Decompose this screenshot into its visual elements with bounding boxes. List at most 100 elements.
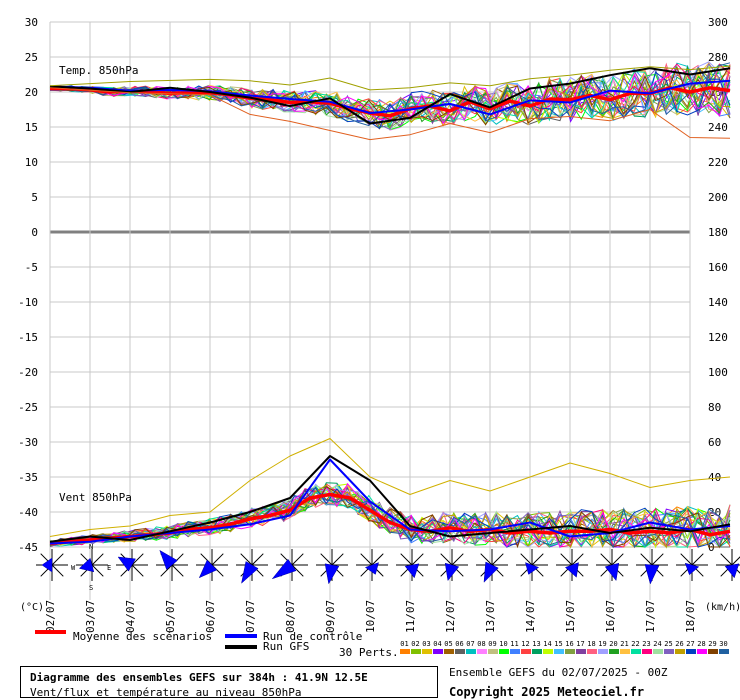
rose-spoke [291,564,304,577]
pert-swatch-color [663,649,674,654]
pert-swatch-number: 22 [631,640,640,648]
rose-spoke [131,553,144,566]
pert-swatch: 15 [553,640,564,654]
pert-swatch-number: 14 [543,640,552,648]
wind-rose [476,549,508,583]
left-tick-label: 0 [31,226,38,239]
rose-flux [159,549,178,570]
pert-swatch-color [630,649,641,654]
rose-flux [724,563,740,579]
wind-rose [676,549,708,581]
control-legend-line [225,634,257,638]
wind-rose [116,549,148,581]
date-tick-label: 09/07 [324,600,337,633]
pert-swatch-number: 26 [675,640,684,648]
pert-swatch: 03 [421,640,432,654]
rose-flux [644,564,660,585]
pert-swatch-color [432,649,443,654]
compass-e-label: E [107,564,111,572]
rose-flux [271,558,297,580]
rose-spoke [51,564,64,577]
pert-swatch-color [641,649,652,654]
pert-swatch-color [454,649,465,654]
pert-swatch: 10 [498,640,509,654]
pert-swatch-number: 09 [488,640,497,648]
right-axis-unit: (km/h) [705,602,740,613]
pert-swatch-color [399,649,410,654]
pert-swatch: 01 [399,640,410,654]
pert-swatch-number: 05 [444,640,453,648]
gfs-legend-line [225,645,257,649]
rose-spoke [211,553,224,566]
wind-panel-label: Vent 850hPa [59,491,132,504]
rose-spoke [440,553,453,566]
left-tick-label: -25 [18,401,38,414]
pert-swatch-number: 06 [455,640,464,648]
pert-swatch-color [520,649,531,654]
mean-legend-label: Moyenne des scénarios [73,630,213,643]
pert-swatch-number: 02 [411,640,420,648]
pert-swatch-color [608,649,619,654]
rose-spoke [731,556,740,566]
left-tick-label: -30 [18,436,38,449]
pert-swatch: 29 [707,640,718,654]
wind-rose [316,549,348,585]
pert-swatch-color [685,649,696,654]
pert-swatch-number: 17 [576,640,585,648]
temp-run-de-contr-leline [49,79,731,116]
pert-swatch-color [553,649,564,654]
rose-spoke [531,553,544,566]
left-tick-label: 25 [25,51,38,64]
rose-spoke [691,553,704,566]
pert-swatch-color [707,649,718,654]
rose-spoke [51,553,64,566]
pert-swatch-number: 04 [433,640,442,648]
rose-flux [117,556,136,572]
pert-swatch-color [465,649,476,654]
date-tick-label: 02/07 [44,600,57,633]
left-tick-label: -5 [25,261,38,274]
rose-spoke [451,553,464,566]
pert-swatch-number: 12 [521,640,530,648]
pert-swatch-color [619,649,630,654]
compass-w-label: W [71,564,76,572]
rose-spoke [91,553,104,566]
date-tick-label: 11/07 [404,600,417,633]
pert-swatch-number: 13 [532,640,541,648]
rose-spoke [491,553,504,566]
date-tick-label: 10/07 [364,600,377,633]
pert-swatch-color [509,649,520,654]
mean-legend-line [35,630,66,634]
date-tick-label: 04/07 [124,600,137,633]
left-tick-label: -15 [18,331,38,344]
pert-swatch-number: 16 [565,640,574,648]
date-tick-label: 07/07 [244,600,257,633]
rose-spoke [171,564,184,577]
rose-spoke [680,553,693,566]
wind-rose [596,549,628,582]
rose-spoke [371,553,384,566]
left-tick-label: -20 [18,366,38,379]
wind-rose [156,549,188,581]
rose-spoke [560,553,573,566]
pert-swatch-color [498,649,509,654]
date-tick-label: 16/07 [604,600,617,633]
pert-swatch: 07 [465,640,476,654]
wind-rose [356,549,388,581]
rose-flux [324,563,340,585]
pert-swatch-number: 20 [609,640,618,648]
rose-spoke [520,553,533,566]
pert-swatch: 13 [531,640,542,654]
pert-swatch-number: 07 [466,640,475,648]
rose-spoke [600,553,613,566]
pert-swatch: 17 [575,640,586,654]
pert-swatch-number: 01 [400,640,409,648]
pert-swatch: 20 [608,640,619,654]
rose-spoke [720,553,733,566]
wind-rose [36,549,68,581]
pert-swatch-color [718,649,729,654]
perts-label: 30 Perts. [339,646,399,659]
temp-run-gfsline [49,67,731,125]
pert-swatch: 09 [487,640,498,654]
rose-flux [241,561,259,584]
